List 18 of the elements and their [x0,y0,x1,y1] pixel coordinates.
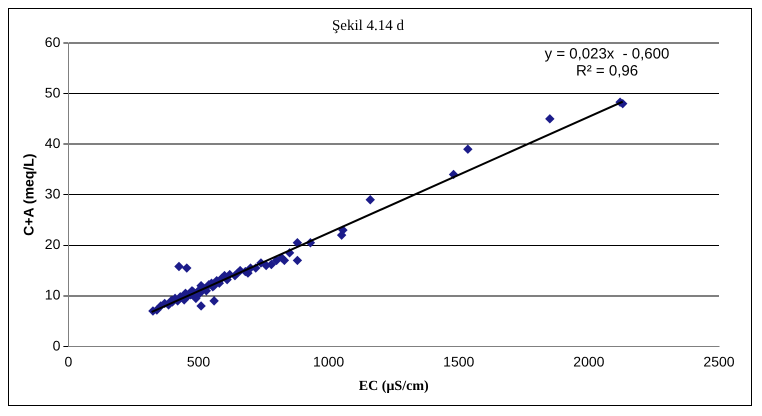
annotation: y = 0,023x - 0,600 [544,46,670,63]
y-tick-label: 20 [44,236,61,252]
y-tick-label: 30 [44,186,61,202]
y-tick-label: 10 [44,286,61,303]
x-tick-label: 0 [64,354,72,370]
annotation: R² = 0,96 [576,62,638,80]
x-tick-label: 500 [186,354,210,370]
y-tick-label: 60 [44,34,61,50]
x-tick-label: 2500 [703,354,735,370]
x-tick-label: 2000 [573,354,605,370]
x-tick-label: 1500 [443,354,475,370]
chart-title: Şekil 4.14 d [332,18,405,34]
y-tick-label: 40 [44,134,61,151]
x-tick-label: 1000 [313,354,344,370]
y-tick-label: 0 [52,337,61,354]
y-tick-label: 50 [44,84,61,100]
y-axis-title: C+A (meq/L) [20,154,36,236]
x-axis-title: EC (µS/cm) [358,379,429,394]
